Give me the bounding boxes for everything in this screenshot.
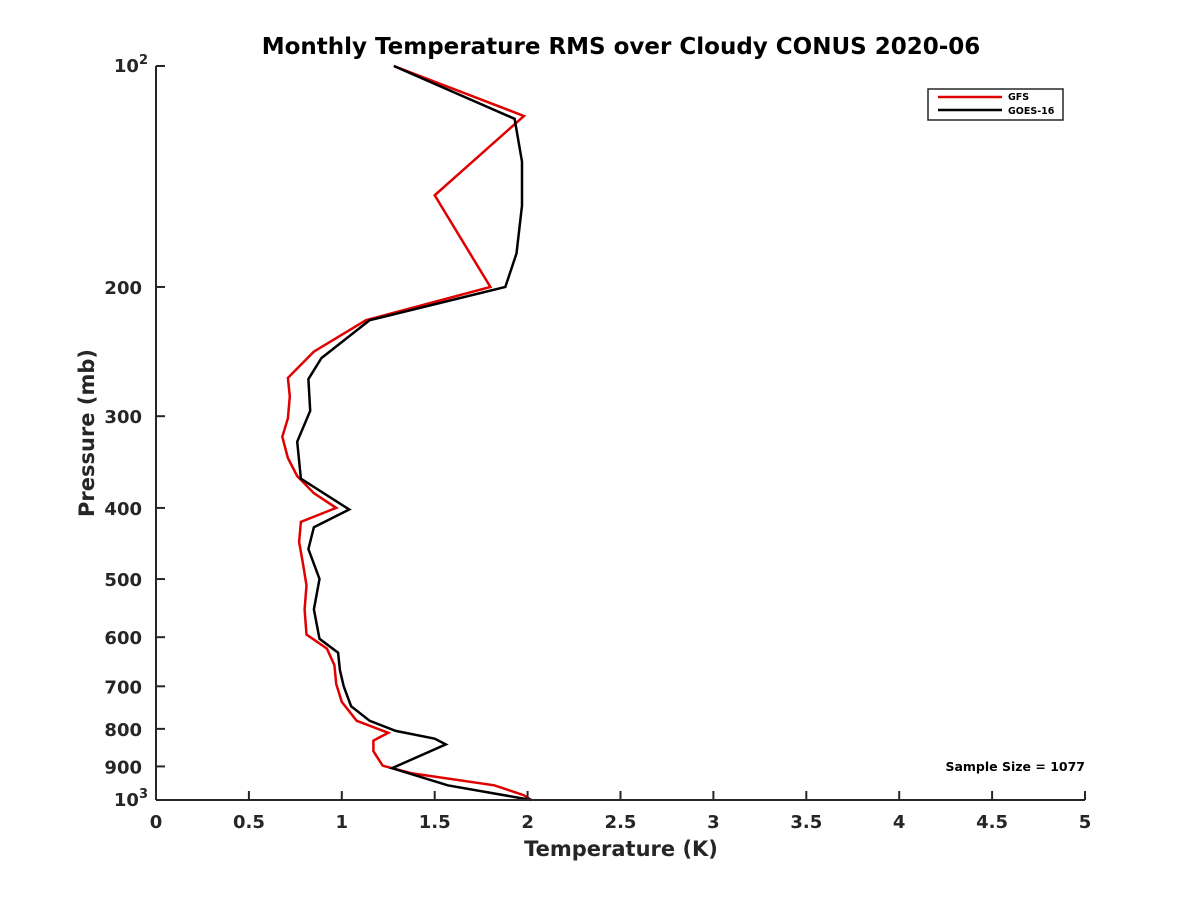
x-tick-label: 1 [336,812,349,833]
y-tick-label: 800 [104,720,142,741]
series-line-goes-16 [295,64,532,802]
series-line-gfs [281,64,532,802]
x-tick-label: 4 [893,812,906,833]
x-axis-title: Temperature (K) [524,837,718,861]
y-tick-label-base: 10 [114,56,139,77]
plot-area [281,64,532,802]
y-tick-label: 500 [104,570,142,591]
legend-label-gfs: GFS [1008,92,1029,103]
x-tick-label: 0.5 [233,812,265,833]
y-tick-label: 900 [104,757,142,778]
legend-box [927,88,1064,121]
y-tick-label: 103 [114,787,148,811]
y-tick-label: 400 [104,499,142,520]
x-tick-label: 0 [150,812,163,833]
y-tick-label-exponent: 2 [139,53,148,68]
y-tick-label-base: 10 [114,790,139,811]
chart-title: Monthly Temperature RMS over Cloudy CONU… [262,34,981,60]
legend: GFS GOES-16 [927,88,1064,121]
x-tick-label: 2.5 [605,812,637,833]
y-tick-label: 700 [104,677,142,698]
y-tick-label: 102 [114,53,148,77]
x-tick-label: 5 [1079,812,1092,833]
x-tick-label: 2 [521,812,534,833]
x-tick-label: 3 [707,812,720,833]
y-axis-title: Pressure (mb) [75,349,99,517]
sample-size-annotation: Sample Size = 1077 [945,759,1085,774]
legend-label-goes-16: GOES-16 [1008,106,1055,117]
x-ticks: 0 0.5 1 1.5 2 2.5 3 3.5 4 4.5 5 [150,791,1092,833]
x-tick-label: 4.5 [976,812,1008,833]
x-tick-label: 1.5 [419,812,451,833]
y-tick-label-exponent: 3 [139,787,148,802]
y-tick-label: 600 [104,628,142,649]
y-tick-label: 300 [104,407,142,428]
x-tick-label: 3.5 [790,812,822,833]
y-tick-label: 200 [104,278,142,299]
